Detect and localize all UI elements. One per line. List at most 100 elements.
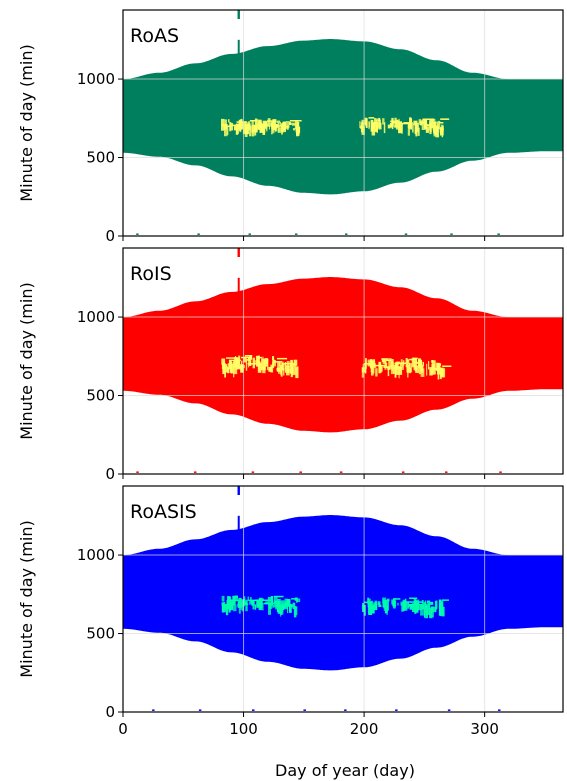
activity-mark: [397, 602, 399, 606]
panel-frame: [122, 9, 564, 237]
activity-mark: [363, 604, 366, 616]
activity-mark: [431, 606, 434, 612]
activity-mark: [409, 605, 413, 610]
activity-mark: [264, 359, 268, 367]
activity-mark: [420, 368, 425, 377]
activity-mark: [279, 127, 282, 133]
baseline-mark: [401, 471, 405, 473]
activity-mark: [402, 365, 404, 370]
baseline-mark: [136, 471, 139, 473]
activity-mark: [418, 119, 421, 124]
baseline-mark: [152, 709, 155, 711]
activity-mark: [222, 363, 225, 374]
activity-mark: [440, 127, 444, 136]
activity-mark: [251, 124, 255, 137]
activity-mark: [433, 121, 436, 129]
activity-mark: [258, 355, 260, 365]
activity-dash: [404, 601, 416, 603]
activity-mark: [249, 601, 252, 605]
activity-mark: [426, 363, 428, 376]
activity-mark: [424, 600, 427, 607]
activity-dash: [247, 363, 259, 365]
activity-mark: [401, 602, 404, 612]
baseline-mark: [294, 233, 298, 235]
activity-mark: [254, 118, 258, 130]
activity-cluster-1: [221, 118, 302, 137]
activity-mark: [259, 597, 263, 609]
activity-mark: [437, 120, 441, 130]
activity-mark: [278, 367, 280, 374]
activity-dash: [258, 598, 264, 600]
activity-mark: [240, 118, 243, 123]
x-tick-label: 100: [229, 720, 258, 738]
baseline-mark: [252, 709, 255, 711]
activity-cluster-2: [361, 597, 449, 619]
activity-mark: [248, 357, 250, 368]
activity-mark: [410, 117, 412, 126]
activity-mark: [282, 121, 285, 125]
activity-dash: [266, 120, 275, 122]
activity-mark: [382, 599, 385, 607]
activity-dash: [409, 358, 417, 361]
activity-mark: [438, 363, 442, 366]
activity-mark: [283, 123, 286, 133]
activity-mark: [418, 605, 422, 611]
activity-mark: [440, 600, 444, 607]
activity-mark: [413, 360, 417, 371]
activity-mark: [254, 360, 257, 363]
spike-mid: [237, 277, 240, 292]
activity-mark: [268, 125, 270, 130]
activity-mark: [262, 603, 264, 611]
activity-mark: [280, 605, 284, 615]
activity-mark: [242, 601, 244, 612]
activity-mark: [388, 358, 392, 370]
activity-dash: [409, 597, 418, 599]
activity-mark: [391, 599, 393, 605]
band-area: [123, 39, 563, 195]
activity-mark: [279, 121, 281, 126]
activity-mark: [429, 367, 433, 376]
activity-dash: [408, 605, 414, 607]
activity-mark: [426, 607, 428, 619]
activity-mark: [395, 363, 399, 369]
activity-dash: [231, 124, 237, 127]
activity-mark: [420, 604, 424, 616]
activity-dash: [229, 359, 241, 362]
activity-dash: [438, 122, 444, 124]
activity-mark: [385, 605, 388, 608]
activity-mark: [425, 605, 428, 608]
activity-mark: [412, 603, 416, 612]
activity-mark: [376, 121, 378, 133]
activity-dash: [274, 125, 285, 127]
activity-dash: [385, 359, 391, 362]
spike-top: [237, 10, 240, 19]
activity-mark: [296, 597, 298, 603]
activity-mark: [415, 361, 420, 365]
y-tick-label: 500: [86, 387, 115, 405]
activity-mark: [257, 362, 262, 373]
x-tick-label: 0: [118, 720, 128, 738]
activity-mark: [272, 122, 275, 134]
baseline-mark: [444, 471, 448, 473]
band-area: [123, 515, 563, 671]
activity-mark: [235, 596, 238, 601]
band-area: [123, 277, 563, 433]
activity-mark: [223, 364, 228, 373]
activity-mark: [434, 600, 437, 612]
activity-mark: [385, 599, 389, 611]
spike-mid: [237, 39, 240, 54]
activity-dash: [364, 601, 372, 604]
activity-dash: [370, 605, 377, 607]
activity-mark: [275, 601, 277, 610]
activity-mark: [434, 368, 436, 375]
activity-mark: [221, 358, 226, 365]
activity-mark: [360, 122, 364, 133]
activity-mark: [237, 602, 242, 608]
activity-mark: [375, 368, 378, 377]
activity-mark: [421, 360, 423, 366]
activity-mark: [285, 121, 290, 128]
activity-mark: [390, 362, 395, 375]
activity-mark: [287, 365, 290, 373]
activity-mark: [399, 362, 402, 371]
activity-mark: [390, 359, 394, 364]
